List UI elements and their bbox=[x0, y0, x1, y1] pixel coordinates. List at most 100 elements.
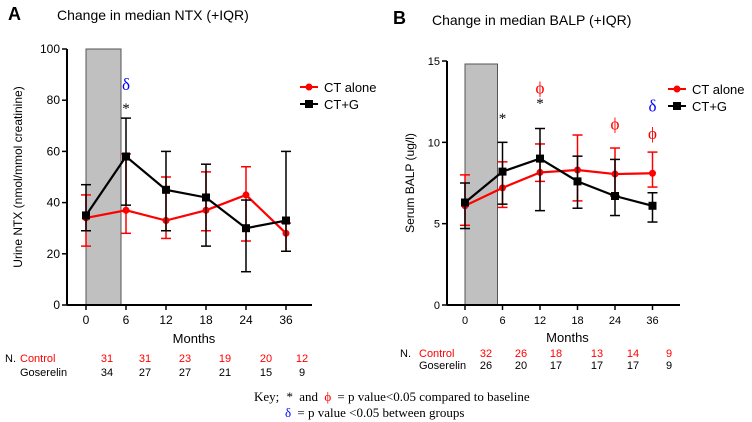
data-point bbox=[122, 206, 130, 214]
x-tick-label: 6 bbox=[499, 315, 505, 327]
x-tick-label: 6 bbox=[123, 313, 130, 327]
data-point bbox=[498, 167, 507, 176]
x-tick-label: 24 bbox=[609, 315, 621, 327]
series-ct-g bbox=[81, 117, 291, 273]
significance-annotation: δ bbox=[122, 75, 130, 94]
significance-annotation: ϕ bbox=[536, 79, 545, 98]
series-line bbox=[85, 154, 287, 230]
significance-annotation: ϕ bbox=[611, 114, 620, 133]
legend-label: CT alone bbox=[324, 80, 377, 95]
y-axis-label: Serum BALP (ug/l) bbox=[403, 133, 417, 233]
x-tick-label: 18 bbox=[571, 315, 583, 327]
x-tick-label: 24 bbox=[239, 313, 253, 327]
legend-label: CT alone bbox=[692, 82, 745, 97]
n-count: 27 bbox=[179, 367, 191, 379]
n-count: 31 bbox=[139, 353, 151, 365]
n-count: 34 bbox=[101, 367, 113, 379]
legend-marker bbox=[305, 83, 313, 91]
data-point bbox=[648, 201, 657, 210]
y-tick-label: 15 bbox=[428, 56, 440, 68]
y-tick-label: 60 bbox=[47, 144, 61, 158]
significance-annotation: * bbox=[536, 96, 544, 112]
n-count: 14 bbox=[627, 348, 639, 360]
panel-b-balp-chart: B Change in median BALP (+IQR) 0 5 10 15 0 6 12 1… bbox=[393, 8, 745, 372]
x-tick-label: 0 bbox=[462, 315, 468, 327]
n-count: 26 bbox=[480, 360, 492, 372]
data-point bbox=[122, 152, 130, 161]
x-tick-label: 0 bbox=[83, 313, 90, 327]
series-ct-g bbox=[460, 127, 658, 230]
significance-annotation: ϕ bbox=[648, 124, 657, 143]
n-row-name: Goserelin bbox=[20, 367, 67, 379]
shaded-treatment-period bbox=[85, 48, 122, 306]
x-tick-label: 36 bbox=[279, 313, 293, 327]
n-count: 20 bbox=[260, 353, 272, 365]
x-tick-label: 36 bbox=[646, 315, 658, 327]
n-count: 17 bbox=[550, 360, 562, 372]
n-count: 20 bbox=[515, 360, 527, 372]
x-axis-label: Months bbox=[173, 331, 216, 346]
y-tick-label: 0 bbox=[53, 298, 60, 312]
x-axis-label: Months bbox=[546, 330, 589, 345]
data-point bbox=[536, 154, 544, 163]
x-tick-label: 12 bbox=[534, 315, 546, 327]
n-count: 15 bbox=[260, 367, 272, 379]
n-count: 17 bbox=[591, 360, 603, 372]
n-row-name: Control bbox=[419, 348, 454, 360]
n-count: 21 bbox=[219, 367, 231, 379]
n-label: N. bbox=[400, 348, 411, 360]
data-point bbox=[202, 193, 210, 202]
y-tick-label: 80 bbox=[47, 93, 61, 107]
panel-letter: B bbox=[393, 8, 406, 28]
legend-marker bbox=[673, 102, 681, 110]
y-tick-label: 20 bbox=[47, 247, 61, 261]
n-count: 18 bbox=[550, 348, 562, 360]
n-count: 9 bbox=[666, 360, 672, 372]
n-count: 27 bbox=[139, 367, 151, 379]
n-count: 26 bbox=[515, 348, 527, 360]
key-legend: Key; * and ϕ = p value<0.05 compared to … bbox=[254, 389, 530, 420]
shaded-treatment-period bbox=[464, 63, 498, 306]
n-count: 13 bbox=[591, 348, 603, 360]
n-count: 31 bbox=[101, 353, 113, 365]
y-tick-label: 100 bbox=[40, 42, 60, 56]
y-tick-label: 40 bbox=[47, 196, 61, 210]
data-point bbox=[282, 216, 290, 225]
series-line bbox=[85, 193, 287, 235]
y-tick-label: 5 bbox=[434, 219, 440, 231]
y-tick-label: 10 bbox=[428, 137, 440, 149]
n-count: 9 bbox=[666, 348, 672, 360]
key-line-1: Key; * and ϕ = p value<0.05 compared to … bbox=[254, 389, 530, 404]
significance-annotation: δ bbox=[648, 96, 656, 115]
n-row-name: Goserelin bbox=[419, 360, 466, 372]
y-tick-label: 0 bbox=[434, 300, 440, 312]
n-table: N. Control 31 31 23 19 20 12 Goserelin 34 27 27 21 15… bbox=[5, 353, 308, 379]
data-point bbox=[162, 185, 170, 194]
data-point bbox=[242, 224, 250, 233]
significance-annotation: * bbox=[499, 111, 507, 127]
data-point bbox=[82, 211, 90, 220]
legend-marker bbox=[673, 85, 681, 93]
data-point bbox=[461, 198, 469, 207]
series-line bbox=[464, 157, 653, 207]
x-tick-label: 12 bbox=[159, 313, 173, 327]
n-row-name: Control bbox=[20, 353, 55, 365]
legend-marker bbox=[305, 100, 313, 108]
n-count: 19 bbox=[219, 353, 231, 365]
chart-title: Change in median BALP (+IQR) bbox=[432, 12, 631, 28]
data-point bbox=[573, 177, 582, 186]
data-point bbox=[242, 191, 250, 199]
y-axis-label: Urine NTX (nmol/mmol creatinine) bbox=[11, 86, 25, 267]
panel-a-ntx-chart: A Change in median NTX (+IQR)020406080100… bbox=[5, 4, 377, 379]
n-count: 32 bbox=[480, 348, 492, 360]
significance-annotation: * bbox=[122, 101, 130, 117]
n-label: N. bbox=[5, 353, 16, 365]
legend-label: CT+G bbox=[324, 97, 359, 112]
n-count: 12 bbox=[296, 353, 308, 365]
n-count: 23 bbox=[179, 353, 191, 365]
data-point bbox=[649, 169, 656, 177]
key-line-2: δ = p value <0.05 between groups bbox=[285, 405, 464, 420]
legend-label: CT+G bbox=[692, 99, 727, 114]
n-count: 17 bbox=[627, 360, 639, 372]
